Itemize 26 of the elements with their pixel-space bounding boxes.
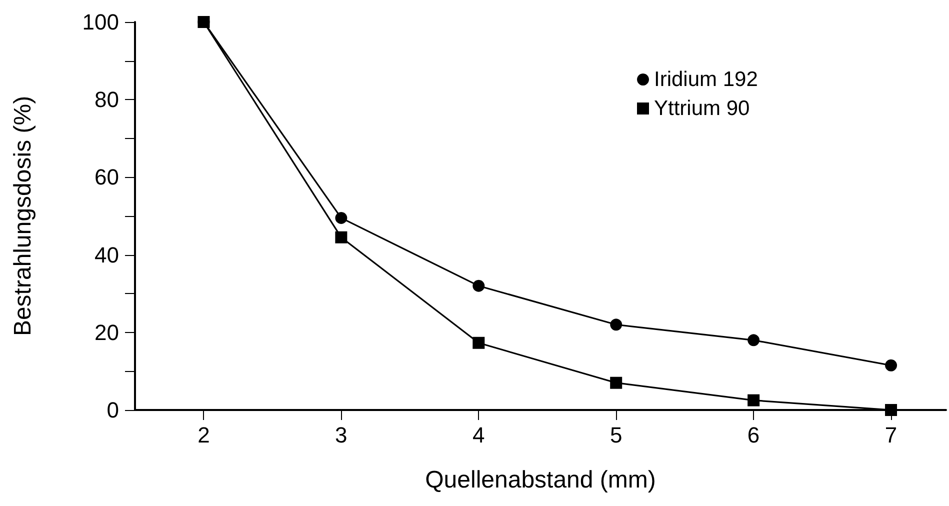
legend-label: Yttrium 90: [654, 97, 750, 120]
point: [748, 394, 760, 406]
y-tick-label: 0: [106, 398, 119, 422]
point: [610, 376, 622, 389]
y-tick-label: 100: [82, 10, 119, 34]
point: [885, 359, 898, 372]
x-tick-label: 5: [610, 422, 622, 448]
point: [748, 334, 760, 346]
point: [335, 231, 348, 244]
x-tick-label: 3: [335, 422, 348, 448]
point: [885, 404, 898, 416]
y-tick-label: 20: [94, 320, 119, 345]
legend-label: Iridium 192: [654, 68, 758, 91]
x-tick-label: 6: [747, 422, 760, 448]
y-tick-label: 40: [94, 242, 119, 268]
x-tick-label: 2: [198, 422, 210, 448]
point: [472, 336, 485, 349]
y-tick-label: 60: [94, 164, 119, 190]
x-axis-title: Quellenabstand (mm): [425, 466, 656, 494]
point: [472, 280, 485, 292]
x-tick-label: 7: [884, 422, 898, 448]
point: [335, 212, 348, 224]
y-axis-title: Bestrahlungsdosis (%): [10, 96, 36, 336]
x-tick-label: 4: [472, 422, 485, 448]
y-tick-label: 80: [94, 87, 119, 112]
point: [610, 318, 622, 331]
